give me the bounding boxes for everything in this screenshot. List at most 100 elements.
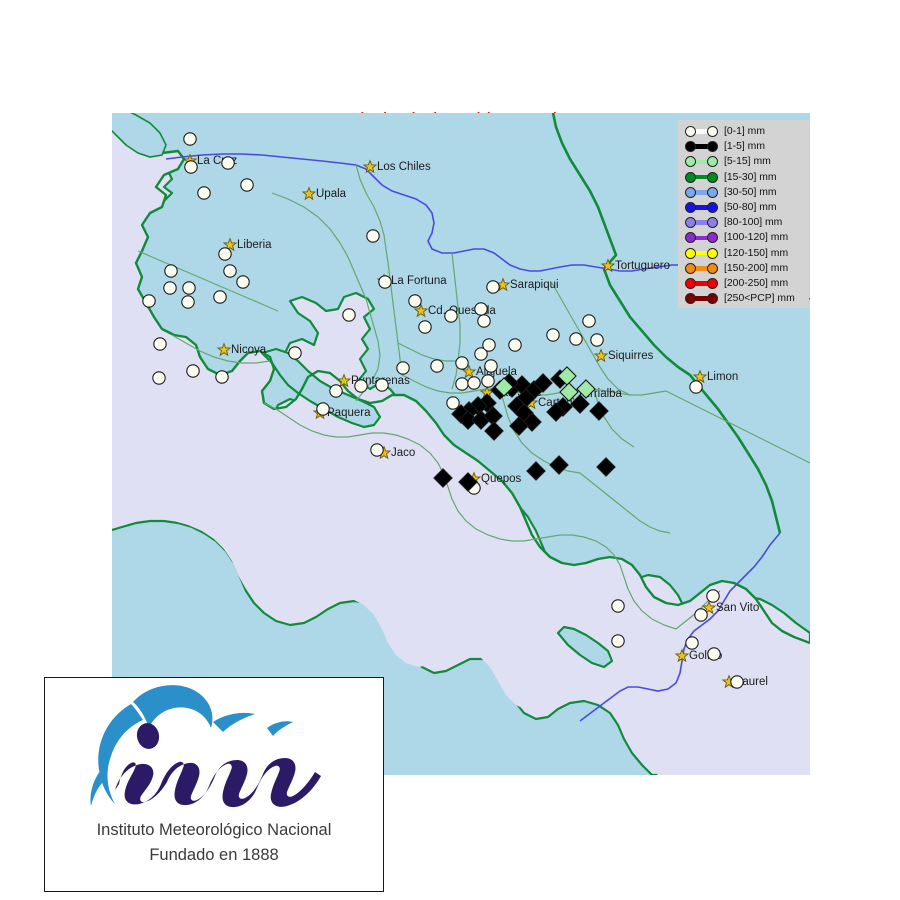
station-marker[interactable] (430, 359, 444, 373)
station-marker[interactable] (582, 314, 596, 328)
legend-row[interactable]: [80-100] mm (678, 215, 809, 230)
station-marker[interactable] (689, 380, 703, 394)
station-marker[interactable] (153, 337, 167, 351)
station-marker[interactable] (163, 281, 177, 295)
station-marker[interactable] (213, 290, 227, 304)
station-marker[interactable] (482, 338, 496, 352)
station-marker[interactable] (455, 356, 469, 370)
city-star-icon (593, 348, 609, 363)
legend-row[interactable]: [250<PCP] mm (678, 291, 809, 306)
station-marker-group[interactable] (142, 132, 744, 689)
station-marker[interactable] (446, 396, 460, 410)
station-marker[interactable] (215, 370, 229, 384)
station-marker[interactable] (474, 302, 488, 316)
legend-row[interactable]: [0-1] mm (678, 124, 809, 139)
station-marker[interactable] (509, 416, 529, 436)
station-marker[interactable] (197, 186, 211, 200)
station-marker[interactable] (218, 247, 232, 261)
legend-row[interactable]: [1-5] mm (678, 139, 809, 154)
station-marker[interactable] (685, 636, 699, 650)
station-marker[interactable] (378, 275, 392, 289)
station-marker[interactable] (444, 309, 458, 323)
station-marker[interactable] (342, 308, 356, 322)
station-marker[interactable] (186, 364, 200, 378)
legend-swatch-icon (685, 232, 718, 244)
city-label: Jaco (391, 447, 415, 459)
i-dot-glyph (136, 723, 160, 749)
legend-row[interactable]: [150-200] mm (678, 261, 809, 276)
station-marker[interactable] (484, 421, 504, 441)
legend-row[interactable]: [50-80] mm (678, 200, 809, 215)
station-marker[interactable] (508, 338, 522, 352)
station-marker[interactable] (418, 320, 432, 334)
station-marker[interactable] (477, 314, 491, 328)
legend-row[interactable]: [200-250] mm (678, 276, 809, 291)
legend-row[interactable]: [5-15] mm (678, 154, 809, 169)
station-marker[interactable] (152, 371, 166, 385)
station-marker[interactable] (221, 156, 235, 170)
city-label: La Fortuna (391, 275, 447, 287)
station-marker[interactable] (533, 373, 553, 393)
station-marker[interactable] (494, 377, 514, 397)
legend-row[interactable]: [120-150] mm (678, 246, 809, 261)
station-marker[interactable] (611, 599, 625, 613)
station-marker[interactable] (707, 647, 721, 661)
station-marker[interactable] (467, 376, 481, 390)
station-marker[interactable] (329, 384, 343, 398)
station-marker[interactable] (694, 608, 708, 622)
station-marker[interactable] (706, 589, 720, 603)
station-marker[interactable] (458, 410, 478, 430)
legend-label: [50-80] mm (724, 202, 777, 214)
legend-row[interactable]: [15-30] mm (678, 170, 809, 185)
station-marker[interactable] (546, 402, 566, 422)
station-marker[interactable] (559, 382, 579, 402)
legend-row[interactable]: [30-50] mm (678, 185, 809, 200)
station-marker[interactable] (596, 457, 616, 477)
station-marker[interactable] (433, 468, 453, 488)
station-marker[interactable] (240, 178, 254, 192)
station-marker[interactable] (316, 402, 330, 416)
station-marker[interactable] (549, 455, 569, 475)
station-marker[interactable] (483, 406, 503, 426)
station-marker[interactable] (458, 472, 478, 492)
station-marker[interactable] (183, 132, 197, 146)
station-marker[interactable] (184, 160, 198, 174)
station-marker[interactable] (569, 332, 583, 346)
station-marker[interactable] (589, 401, 609, 421)
precipitation-legend[interactable]: [0-1] mm [1-5] mm [5-15] mm [15-30] mm [30-5… (678, 120, 809, 308)
station-marker[interactable] (236, 275, 250, 289)
station-marker[interactable] (557, 366, 577, 386)
station-marker[interactable] (486, 280, 500, 294)
station-marker[interactable] (484, 359, 498, 373)
station-marker[interactable] (730, 675, 744, 689)
station-marker[interactable] (164, 264, 178, 278)
station-marker[interactable] (481, 374, 495, 388)
legend-row[interactable]: [100-120] mm (678, 230, 809, 245)
station-marker[interactable] (576, 379, 596, 399)
station-marker[interactable] (396, 361, 410, 375)
city-star-icon (674, 648, 690, 663)
station-marker[interactable] (288, 346, 302, 360)
station-marker[interactable] (142, 294, 156, 308)
golfo-dulce (558, 627, 612, 667)
station-marker[interactable] (570, 394, 590, 414)
station-marker[interactable] (366, 229, 380, 243)
station-marker[interactable] (455, 377, 469, 391)
station-marker[interactable] (181, 295, 195, 309)
station-marker[interactable] (474, 347, 488, 361)
station-marker[interactable] (375, 378, 389, 392)
station-marker[interactable] (590, 333, 604, 347)
imn-logo-graphic (90, 685, 321, 808)
station-marker[interactable] (223, 264, 237, 278)
station-marker[interactable] (354, 379, 368, 393)
city-label: Nicoya (231, 344, 267, 356)
precipitation-map[interactable]: La Cruz Los Chiles Upala Liberia Nicoya La Fo… (112, 113, 810, 775)
station-marker[interactable] (182, 281, 196, 295)
city-label: Upala (316, 188, 347, 200)
station-marker[interactable] (370, 443, 384, 457)
station-marker[interactable] (546, 328, 560, 342)
city-label: Liberia (237, 239, 272, 251)
station-marker[interactable] (408, 294, 422, 308)
station-marker[interactable] (611, 634, 625, 648)
station-marker[interactable] (526, 461, 546, 481)
